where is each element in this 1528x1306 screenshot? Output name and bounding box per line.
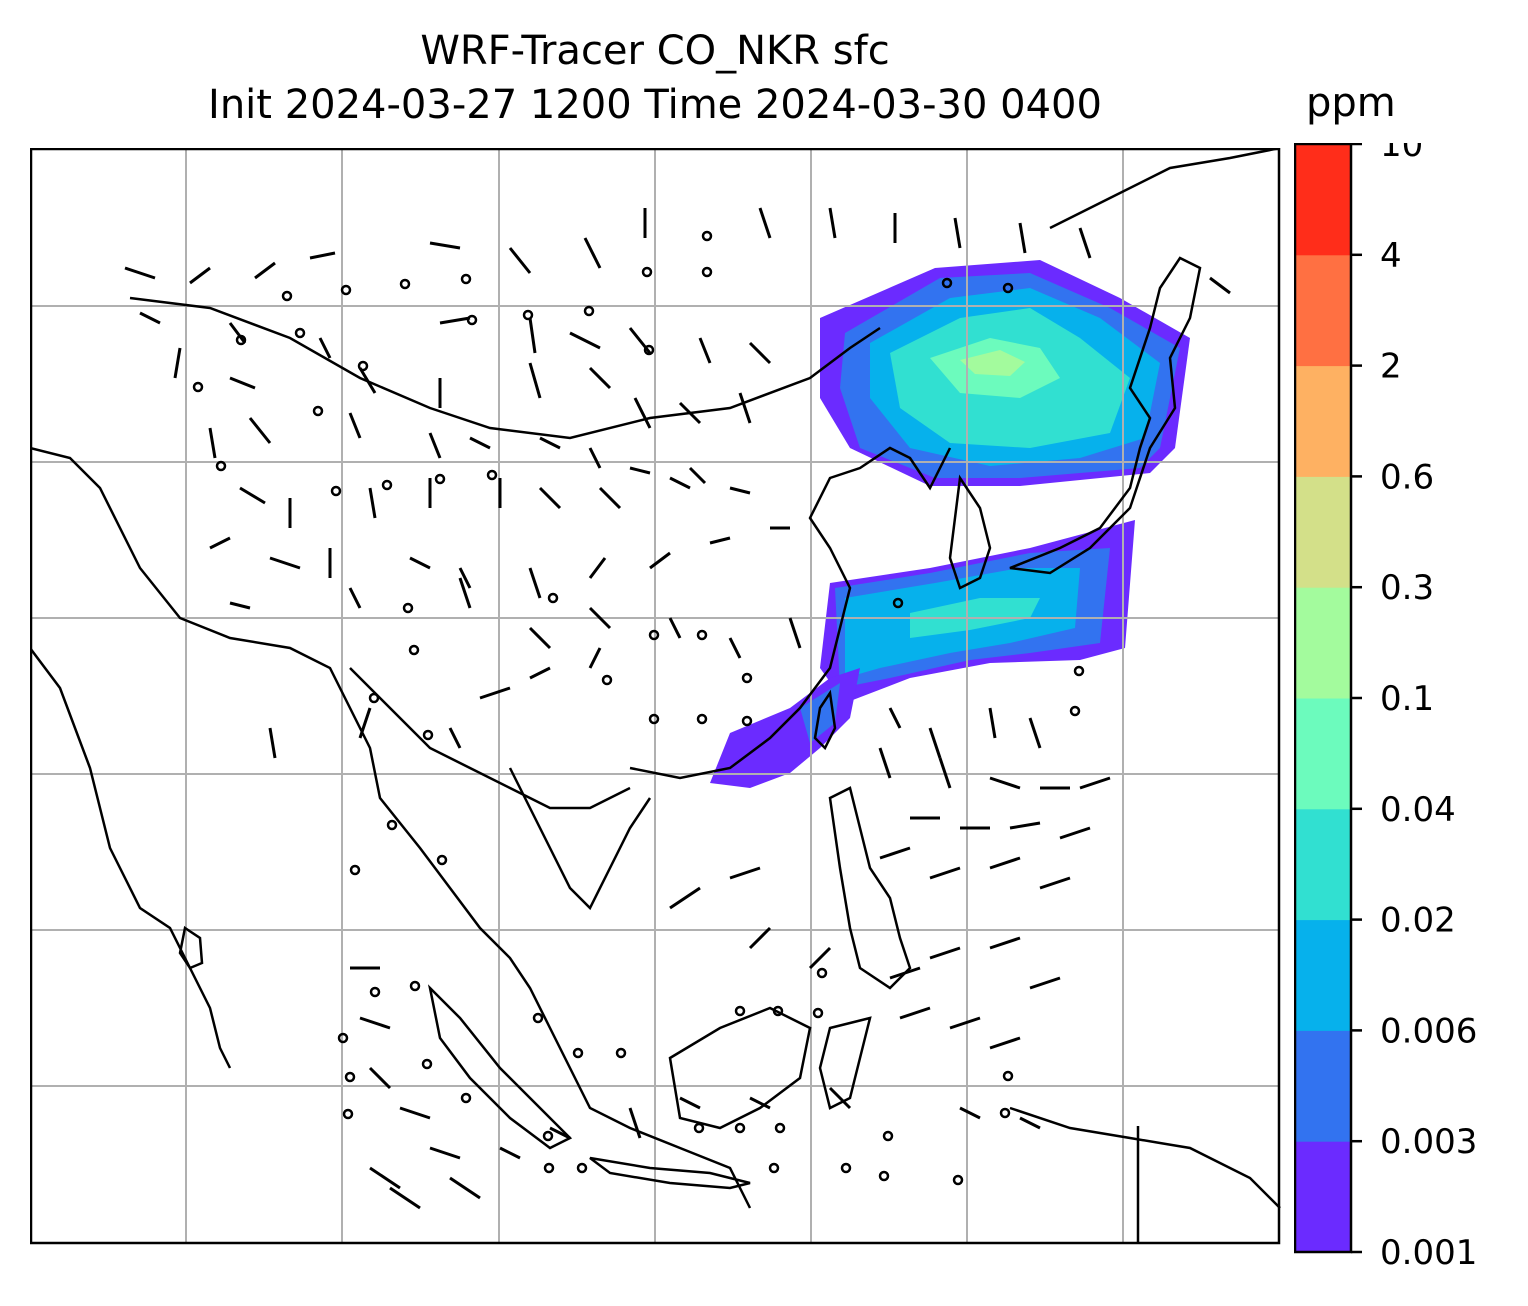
colorbar-block bbox=[1295, 144, 1351, 256]
colorbar-tick-label: 0.02 bbox=[1380, 901, 1456, 941]
chart-title: WRF-Tracer CO_NKR sfc bbox=[420, 28, 890, 74]
chart-subtitle: Init 2024-03-27 1200 Time 2024-03-30 040… bbox=[208, 82, 1102, 128]
colorbar-blocks bbox=[1295, 144, 1351, 1253]
china-coast bbox=[629, 446, 952, 780]
colorbar-block bbox=[1295, 254, 1351, 367]
indochina bbox=[508, 767, 652, 911]
colorbar-block bbox=[1295, 1030, 1351, 1142]
taiwan bbox=[813, 689, 837, 751]
japan bbox=[1009, 256, 1202, 575]
map-panel[interactable] bbox=[30, 148, 1282, 1246]
colorbar-tick-label: 0.006 bbox=[1380, 1011, 1477, 1051]
russia-coast bbox=[1049, 148, 1281, 230]
colorbar-tick-label: 0.6 bbox=[1380, 457, 1434, 497]
philippines bbox=[828, 786, 912, 990]
colorbar-tick-label: 0.1 bbox=[1380, 679, 1434, 719]
sulawesi bbox=[818, 1016, 872, 1110]
sumatra bbox=[427, 984, 573, 1150]
colorbar-tick-label: 10 bbox=[1380, 143, 1423, 165]
borders-se-asia bbox=[349, 667, 631, 810]
colorbar-block bbox=[1295, 587, 1351, 699]
tracer-plume bbox=[710, 260, 1190, 788]
india-coast bbox=[30, 647, 232, 1069]
colorbar-tick-label: 0.001 bbox=[1380, 1233, 1477, 1273]
colorbar-tick-label: 0.003 bbox=[1380, 1122, 1477, 1162]
wind-barbs bbox=[124, 207, 1231, 1210]
borders-inland bbox=[129, 296, 881, 440]
java bbox=[589, 1156, 751, 1190]
colorbar-block bbox=[1295, 808, 1351, 921]
colorbar-block bbox=[1295, 476, 1351, 588]
colorbar-ticks: 0.001 0.003 0.006 0.02 0.04 0.1 0.3 0.6 2 4 10 bbox=[1351, 143, 1477, 1273]
colorbar-tick-label: 0.3 bbox=[1380, 568, 1434, 608]
colorbar-tick-label: 2 bbox=[1380, 347, 1402, 387]
new-guinea bbox=[1009, 1106, 1281, 1209]
coastlines bbox=[30, 148, 1281, 1244]
plume-north-max bbox=[960, 350, 1025, 376]
gridlines bbox=[30, 148, 1280, 1244]
colorbar: 0.001 0.003 0.006 0.02 0.04 0.1 0.3 0.6 2 4 10 bbox=[1294, 143, 1477, 1273]
borneo bbox=[668, 1006, 812, 1130]
colorbar-tick-label: 4 bbox=[1380, 236, 1402, 276]
colorbar-block bbox=[1295, 1141, 1351, 1253]
colorbar-block bbox=[1295, 698, 1351, 810]
colorbar-tick-label: 0.04 bbox=[1380, 790, 1456, 830]
colorbar-unit: ppm bbox=[1306, 80, 1396, 126]
colorbar-block bbox=[1295, 919, 1351, 1031]
korea bbox=[948, 474, 992, 590]
colorbar-block bbox=[1295, 365, 1351, 477]
sri-lanka bbox=[178, 925, 204, 970]
asia-coast-main bbox=[30, 446, 752, 1209]
calm-markers bbox=[192, 230, 1085, 1186]
